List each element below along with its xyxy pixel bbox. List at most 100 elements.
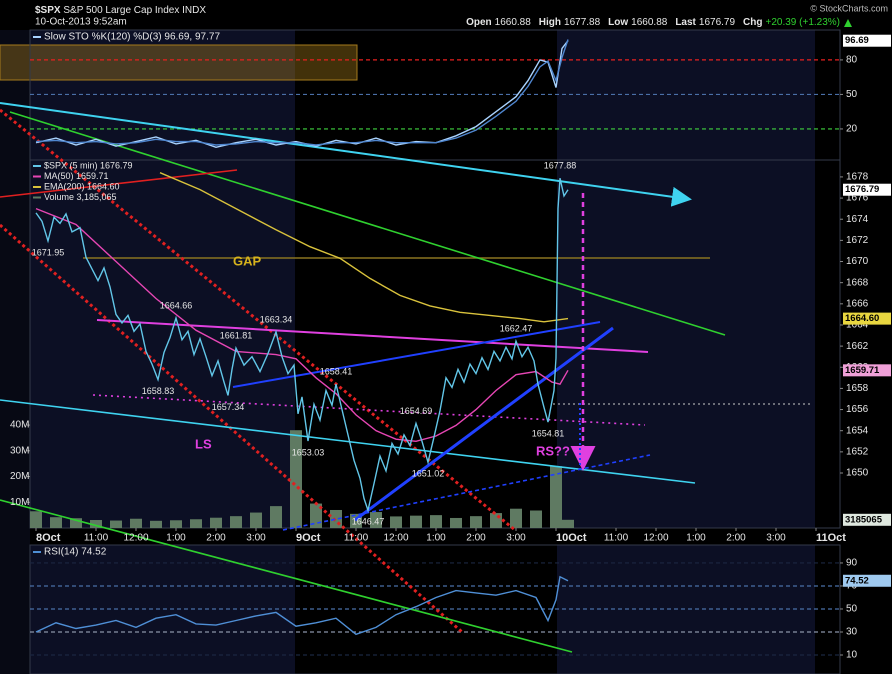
layer-front: 20 50 80 Slow STO %K(120) %D(3) 96.69, 97.7… [10, 32, 891, 661]
last-value-tag [843, 183, 891, 196]
trendline [232, 321, 601, 388]
last-value: 1659.71 [845, 365, 880, 376]
last-value-tag [843, 34, 891, 47]
data-label: 1658.41 [320, 366, 353, 376]
volume-bar [70, 518, 82, 528]
last-value-tag [843, 312, 891, 325]
trendline [0, 223, 463, 634]
volume-bar [550, 466, 562, 528]
y-tick-label: 1672 [846, 235, 869, 246]
x-tick-label: 12:00 [123, 533, 148, 544]
volume-bar [430, 515, 442, 528]
y-tick-label: 1676 [846, 193, 869, 204]
trendline [9, 111, 726, 336]
data-label: 1658.83 [142, 386, 175, 396]
highlight-box [0, 44, 358, 81]
volume-bar [110, 520, 122, 528]
y-tick-label: 1654 [846, 425, 869, 436]
data-label: 1654.69 [400, 406, 433, 416]
y-tick-label: 80 [846, 55, 858, 66]
annotation: RS?? [536, 443, 570, 458]
y-tick-label: 1652 [846, 447, 869, 458]
x-tick-label: 11:00 [604, 533, 629, 544]
y-tick-label: 1674 [846, 214, 869, 225]
volume-bar [390, 516, 402, 528]
data-label: 1671.95 [32, 247, 65, 257]
last-value-tag [843, 513, 891, 526]
date: 10-Oct-2013 9:52am [35, 17, 127, 28]
quote-label: Last [675, 17, 696, 28]
trendline [354, 326, 614, 522]
title: S&P 500 Large Cap Index INDX [63, 5, 206, 16]
series-line [35, 40, 569, 149]
quote-value: 1660.88 [495, 17, 532, 28]
copyright: © StockCharts.com [810, 3, 888, 13]
y2-tick-label: 10M [10, 497, 29, 508]
y-tick-label: 1670 [846, 256, 869, 267]
volume-bar [230, 516, 242, 528]
data-label: 1654.81 [532, 429, 565, 439]
left-strip [0, 30, 30, 674]
series-line [35, 207, 569, 443]
quote-value: 1677.88 [564, 17, 601, 28]
trendline [0, 102, 692, 207]
x-tick-label: 9Oct [296, 532, 321, 544]
quote-value: +20.39 (+1.23%) [766, 17, 841, 28]
last-value-tag [843, 574, 891, 587]
volume-bar [470, 516, 482, 528]
y-tick-label: 1650 [846, 468, 869, 479]
volume-bar [50, 517, 62, 528]
y-tick-label: 90 [846, 558, 858, 569]
volume-bar [370, 512, 382, 528]
volume-bar [30, 511, 42, 528]
quote-label: High [539, 17, 561, 28]
annotation: LS [195, 436, 212, 451]
y2-tick-label: 30M [10, 445, 29, 456]
x-tick-label: 11:00 [344, 533, 369, 544]
legend: RSI(14) 74.52 [44, 547, 107, 558]
volume-bar [210, 517, 222, 528]
last-value: 3185065 [845, 514, 883, 525]
series-line [35, 575, 569, 636]
up-arrow [844, 19, 852, 27]
y-tick-label: 1662 [846, 341, 869, 352]
last-value-tag [843, 364, 891, 377]
last-value: 1664.60 [845, 313, 879, 324]
volume-bar [270, 506, 282, 528]
y-tick-label: 1668 [846, 277, 869, 288]
trendline [92, 394, 646, 426]
legend: EMA(200) 1664.60 [44, 181, 120, 191]
legend: MA(50) 1659.71 [44, 171, 109, 181]
volume-bar [562, 519, 574, 528]
quote-value: 1676.79 [699, 17, 736, 28]
data-label: 1651.02 [412, 469, 445, 479]
last-value: 74.52 [845, 575, 869, 586]
x-tick-label: 1:00 [686, 533, 706, 544]
volume-bar [190, 519, 202, 528]
x-tick-label: 3:00 [246, 533, 266, 544]
volume-bar [410, 515, 422, 528]
y-tick-label: 30 [846, 627, 858, 638]
y-tick-label: 1656 [846, 404, 869, 415]
x-tick-label: 3:00 [506, 533, 526, 544]
y-tick-label: 1666 [846, 298, 869, 309]
legend: Volume 3,185,065 [44, 192, 117, 202]
quote-label: Low [608, 17, 628, 28]
volume-bar [90, 520, 102, 528]
data-label: 1657.34 [212, 402, 245, 412]
y-tick-label: 20 [846, 124, 858, 135]
x-tick-label: 11Oct [816, 532, 846, 544]
volume-bar [170, 520, 182, 528]
data-label: 1663.34 [260, 314, 293, 324]
series-line [35, 39, 569, 146]
layer-back [29, 29, 841, 674]
x-tick-label: 2:00 [466, 533, 486, 544]
quote-label: Open [466, 17, 492, 28]
y-tick-label: 1664 [846, 320, 869, 331]
x-tick-label: 11:00 [84, 533, 109, 544]
volume-bar [510, 508, 522, 528]
y-tick-label: 10 [846, 650, 858, 661]
volume-bar [290, 430, 302, 528]
data-label: 1662.47 [500, 324, 533, 334]
